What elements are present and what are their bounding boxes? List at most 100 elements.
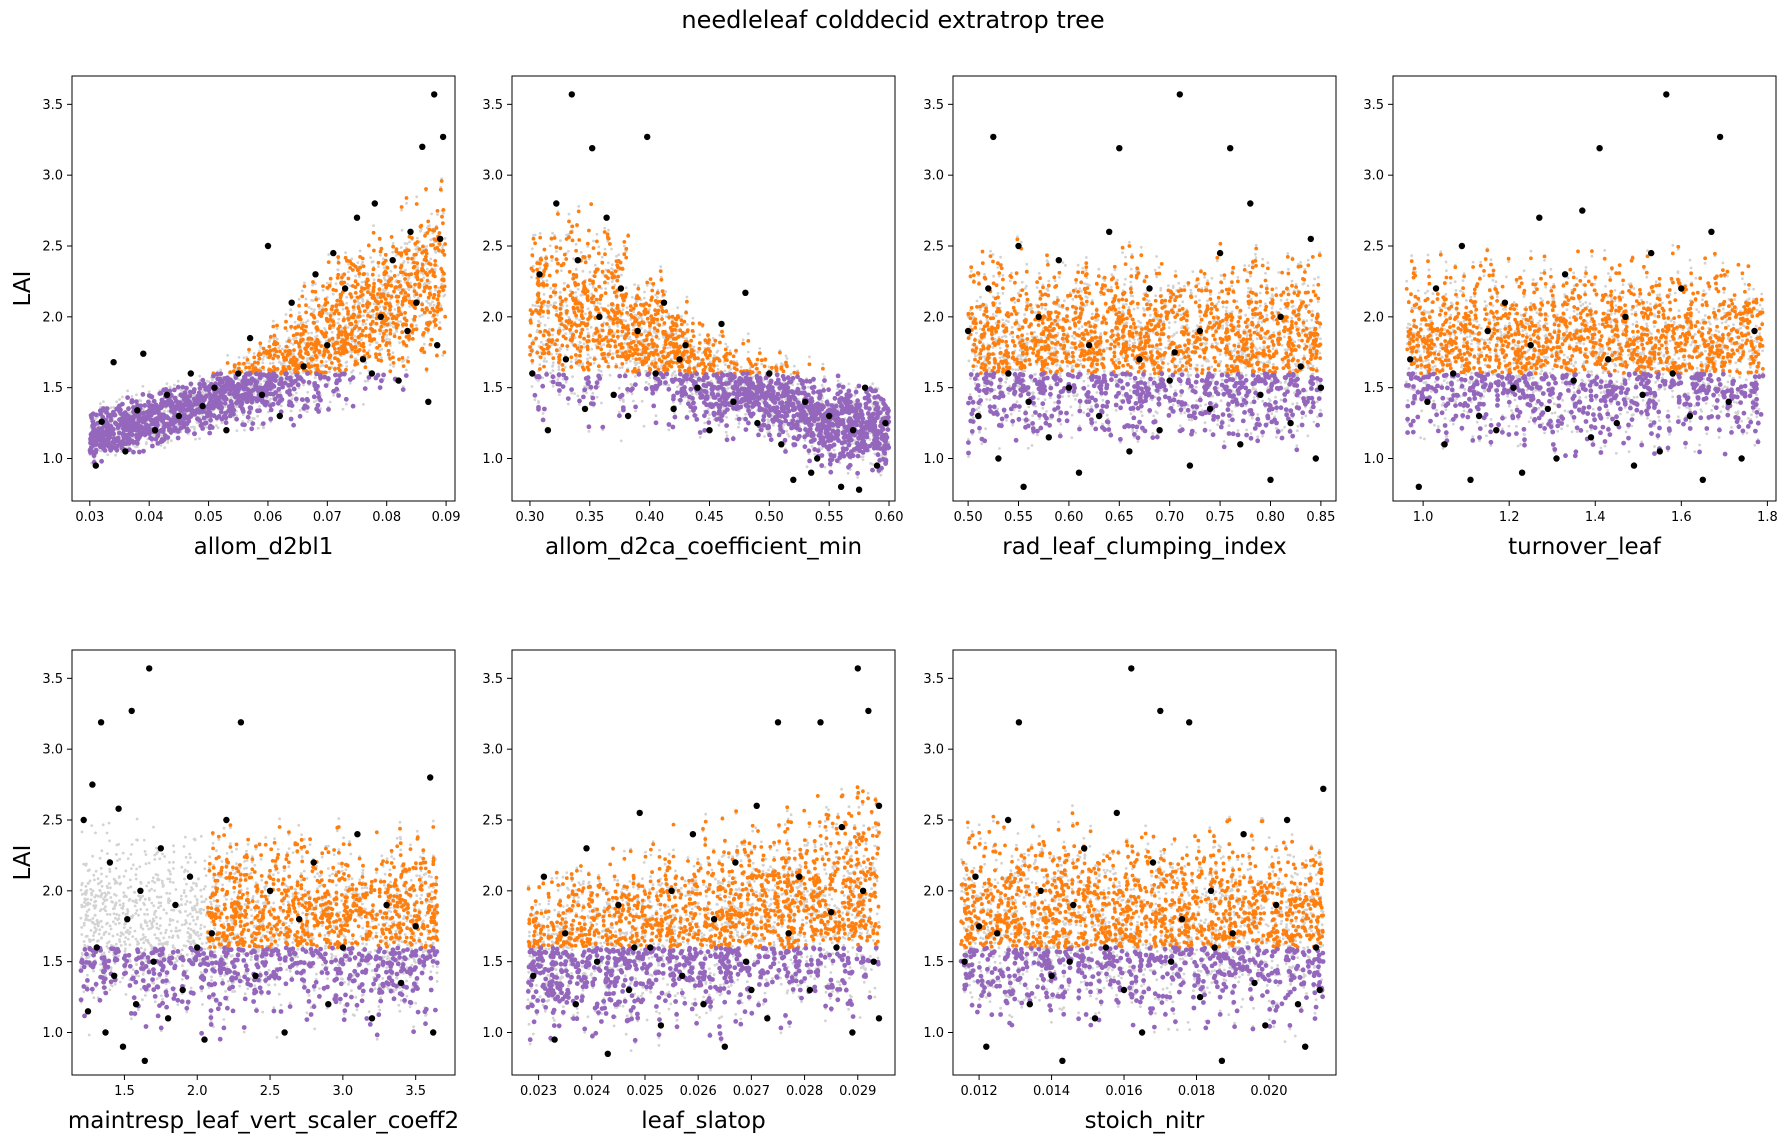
above-point <box>258 341 263 346</box>
above-point <box>338 299 343 303</box>
below-point <box>175 435 181 441</box>
background-point <box>306 390 310 394</box>
background-point <box>536 304 540 308</box>
above-point <box>387 302 392 307</box>
above-point <box>338 302 342 307</box>
below-point <box>146 424 151 429</box>
below-point <box>227 391 233 397</box>
above-point <box>364 334 368 338</box>
above-point <box>413 282 417 287</box>
background-point <box>439 304 443 308</box>
below-point <box>260 421 266 426</box>
background-point <box>321 288 325 292</box>
above-point <box>401 270 405 275</box>
above-point <box>384 328 389 333</box>
below-point <box>141 448 146 454</box>
above-point <box>355 295 360 300</box>
background-point <box>163 446 167 450</box>
above-point <box>287 339 291 343</box>
above-point <box>433 263 437 267</box>
below-point <box>168 418 174 424</box>
above-point <box>312 321 317 325</box>
above-point <box>242 361 246 366</box>
above-point <box>424 306 429 311</box>
below-point <box>223 415 229 421</box>
background-point <box>617 386 621 390</box>
above-point <box>432 237 437 242</box>
above-point <box>436 293 441 298</box>
below-point <box>223 420 229 426</box>
above-point <box>412 289 417 294</box>
background-point <box>399 246 403 249</box>
below-point <box>177 421 183 426</box>
background-point <box>386 312 390 315</box>
above-point <box>423 285 427 290</box>
background-point <box>329 359 332 362</box>
background-point <box>438 321 442 324</box>
above-point <box>303 329 308 333</box>
below-point <box>107 443 113 448</box>
background-point <box>166 409 170 413</box>
above-point <box>365 277 370 282</box>
background-point <box>350 339 354 343</box>
observation-point <box>413 299 420 306</box>
background-point <box>688 409 692 413</box>
above-point <box>309 346 314 351</box>
above-point <box>391 244 395 249</box>
background-point <box>259 346 263 349</box>
background-point <box>311 299 315 302</box>
below-point <box>334 378 340 384</box>
below-point <box>306 380 312 385</box>
above-point <box>403 277 407 281</box>
below-point <box>160 403 166 409</box>
background-point <box>535 328 539 332</box>
above-point <box>299 326 304 330</box>
above-point <box>438 307 442 312</box>
below-point <box>153 407 159 412</box>
background-point <box>434 288 437 292</box>
above-point <box>357 309 362 314</box>
below-point <box>172 395 178 401</box>
above-point <box>413 314 417 319</box>
above-point <box>414 327 419 332</box>
above-point <box>377 352 382 357</box>
above-point <box>440 214 444 219</box>
background-point <box>541 315 545 318</box>
above-point <box>424 258 429 263</box>
above-point <box>383 258 388 263</box>
below-point <box>184 385 189 391</box>
background-point <box>353 302 357 306</box>
observation-point <box>389 257 396 264</box>
background-point <box>112 406 116 409</box>
background-point <box>321 305 324 308</box>
background-point <box>332 326 335 329</box>
below-point <box>288 382 294 388</box>
above-point <box>349 321 354 326</box>
above-point <box>361 303 365 308</box>
background-point <box>220 421 224 425</box>
background-point <box>406 296 410 300</box>
above-point <box>397 309 401 313</box>
above-point <box>439 179 444 183</box>
background-point <box>348 284 352 287</box>
below-point <box>191 389 197 395</box>
above-point <box>399 264 404 268</box>
background-point <box>193 394 196 397</box>
above-point <box>289 324 293 329</box>
background-point <box>351 369 355 372</box>
above-point <box>353 291 358 295</box>
background-point <box>629 338 633 342</box>
above-point <box>409 323 414 328</box>
background-point <box>256 414 259 418</box>
below-point <box>202 395 208 401</box>
above-point <box>346 276 351 281</box>
background-point <box>354 274 357 278</box>
above-point <box>353 362 357 367</box>
background-point <box>680 315 683 318</box>
background-point <box>114 453 117 457</box>
above-point <box>293 340 298 345</box>
above-point <box>391 321 396 325</box>
below-point <box>223 410 229 416</box>
above-point <box>291 333 296 338</box>
above-point <box>357 348 362 353</box>
